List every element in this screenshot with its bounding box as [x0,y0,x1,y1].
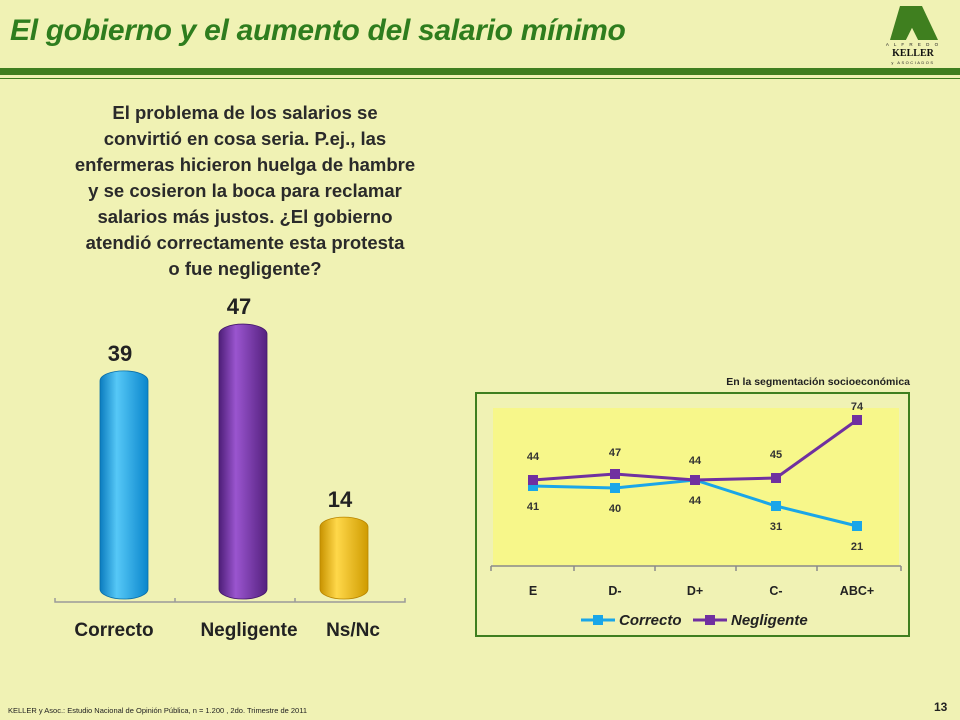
bar-category-label: Negligente [200,620,297,641]
question-line: convirtió en cosa seria. P.ej., las [103,128,387,149]
bar-category-label: Correcto [74,620,153,641]
bar-chart: 39 Correcto 47 Negligente 14 Ns/Nc [54,294,406,641]
series-point-correcto [852,521,862,531]
series-point-negligente [528,475,538,485]
series-value-label: 44 [689,455,702,467]
line-chart: E D- D+ C- ABC+ 41 40 44 31 21 44 47 44 45 74 Correcto N… [490,401,902,629]
title-divider-thin [0,78,960,79]
line-category-label: ABC+ [840,584,874,598]
bar-correcto [99,370,149,600]
series-point-negligente [771,473,781,483]
bar-value-label: 14 [328,487,353,512]
series-point-correcto [771,501,781,511]
legend-label: Correcto [619,612,682,629]
logo-mark-icon [890,6,938,40]
logo-name-text: KELLER [892,48,934,59]
series-point-negligente [610,469,620,479]
bar-value-label: 39 [108,341,132,366]
question-line: y se cosieron la boca para reclamar [88,180,402,201]
segment-chart-title: En la segmentación socioeconómica [726,376,910,388]
bar-category-label: Ns/Nc [326,620,380,641]
question-line: salarios más justos. ¿El gobierno [97,206,393,227]
question-line: El problema de los salarios se [112,102,378,123]
series-value-label: 31 [770,521,782,533]
bar-axis-line [54,598,406,603]
bar-value-label: 47 [227,294,251,319]
question-line: enfermeras hicieron huelga de hambre [74,154,416,175]
legend-label: Negligente [731,612,808,629]
legend-swatch-marker [593,615,603,625]
source-note: KELLER y Asoc.: Estudio Nacional de Opin… [8,706,307,715]
line-category-label: C- [769,584,782,598]
series-value-label: 21 [851,541,863,553]
series-value-label: 45 [770,449,782,461]
series-point-correcto [528,481,538,491]
question-line: o fue negligente? [168,258,322,279]
line-category-label: D+ [687,584,703,598]
keller-logo: A L F R E D O KELLER y ASOCIADOS [882,4,944,66]
series-value-label: 74 [851,401,864,413]
series-value-label: 41 [527,501,539,513]
bar-negligente [218,323,268,600]
line-category-label: E [529,584,537,598]
segment-chart-panel: E D- D+ C- ABC+ 41 40 44 31 21 44 47 44 45 74 Correcto N… [475,392,910,637]
logo-top-text: A L F R E D O [885,42,941,47]
series-point-correcto [610,483,620,493]
series-point-negligente [852,415,862,425]
page-number: 13 [934,700,948,714]
series-point-negligente [690,475,700,485]
question-line: atendió correctamente esta protesta [85,232,405,253]
legend-swatch-marker [705,615,715,625]
series-value-label: 44 [689,495,702,507]
series-value-label: 47 [609,447,621,459]
series-value-label: 40 [609,503,621,515]
survey-question: El problema de los salarios se convirtió… [40,100,450,282]
line-category-label: D- [608,584,621,598]
page-title: El gobierno y el aumento del salario mín… [10,14,626,47]
title-divider [0,68,960,75]
bar-nsnc [319,516,369,600]
logo-sub-text: y ASOCIADOS [891,60,935,65]
series-value-label: 44 [527,451,540,463]
